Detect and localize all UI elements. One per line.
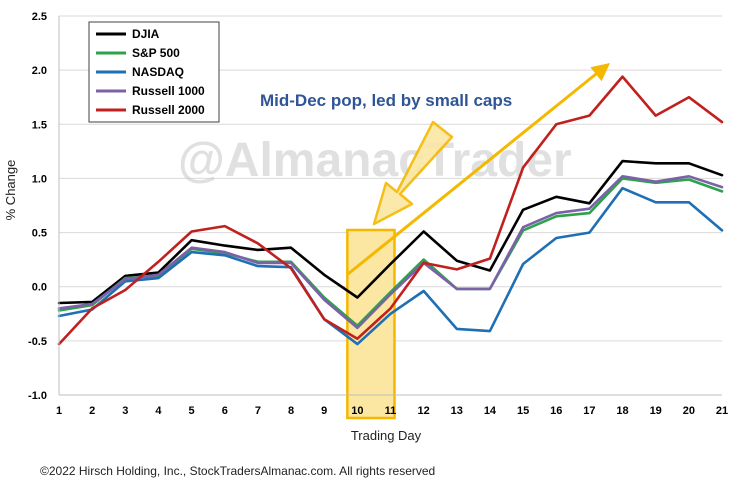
x-tick-label: 16 — [550, 405, 562, 417]
x-tick-label: 4 — [155, 405, 162, 417]
y-tick-label: -1.0 — [28, 390, 47, 402]
legend-label: Russell 1000 — [132, 84, 205, 98]
x-tick-label: 2 — [89, 405, 95, 417]
x-tick-label: 1 — [56, 405, 62, 417]
legend-label: S&P 500 — [132, 46, 180, 60]
annotation-arrows — [347, 63, 610, 276]
watermark: @AlmanacTrader — [178, 134, 572, 187]
legend-label: Russell 2000 — [132, 103, 205, 117]
x-tick-label: 21 — [716, 405, 728, 417]
annotation-text: Mid-Dec pop, led by small caps — [260, 91, 512, 110]
x-tick-label: 18 — [616, 405, 628, 417]
y-tick-label: 1.5 — [32, 119, 47, 131]
y-tick-label: 0.0 — [32, 282, 47, 294]
series-line-russell-2000 — [57, 75, 724, 346]
highlight-box — [346, 228, 396, 420]
y-tick-label: 2.0 — [32, 65, 47, 77]
legend: DJIA S&P 500 NASDAQ Russell 1000 Russell 200… — [88, 21, 220, 123]
arrow-to-day-18-head — [590, 63, 610, 82]
x-tick-label: 5 — [189, 405, 195, 417]
arrow-to-day-18-shaft — [347, 72, 597, 276]
x-tick-label: 20 — [683, 405, 695, 417]
x-tick-label: 13 — [451, 405, 463, 417]
x-tick-label: 12 — [418, 405, 430, 417]
x-axis-title: Trading Day — [351, 428, 422, 443]
x-tick-label: 7 — [255, 405, 261, 417]
y-axis-title: % Change — [3, 160, 18, 221]
x-tick-label: 6 — [222, 405, 228, 417]
x-tick-label: 19 — [650, 405, 662, 417]
series-lines — [57, 75, 724, 346]
x-tick-label: 11 — [385, 405, 397, 417]
x-tick-label: 10 — [351, 405, 363, 417]
copyright-footer: ©2022 Hirsch Holding, Inc., StockTraders… — [40, 464, 435, 478]
x-tick-label: 14 — [484, 405, 497, 417]
series-line-djia — [57, 159, 724, 305]
y-tick-label: -0.5 — [28, 336, 47, 348]
y-tick-label: 2.5 — [32, 11, 47, 23]
x-tick-label: 15 — [517, 405, 529, 417]
legend-label: NASDAQ — [132, 65, 184, 79]
legend-label: DJIA — [132, 27, 160, 41]
highlight-region — [346, 228, 396, 420]
series-line-russell-1000 — [57, 175, 724, 330]
x-tick-label: 3 — [122, 405, 128, 417]
x-tick-label: 17 — [583, 405, 595, 417]
y-tick-label: 0.5 — [32, 228, 47, 240]
y-tick-label: 1.0 — [32, 173, 47, 185]
arrow-to-highlight — [372, 120, 454, 226]
x-tick-label: 8 — [288, 405, 294, 417]
x-tick-label: 9 — [321, 405, 327, 417]
series-line-nasdaq — [57, 186, 724, 346]
axes: 2.52.01.51.00.50.0-0.5-1.01 2 3 4 5 6 7 8 9 10 11 1… — [28, 11, 728, 417]
